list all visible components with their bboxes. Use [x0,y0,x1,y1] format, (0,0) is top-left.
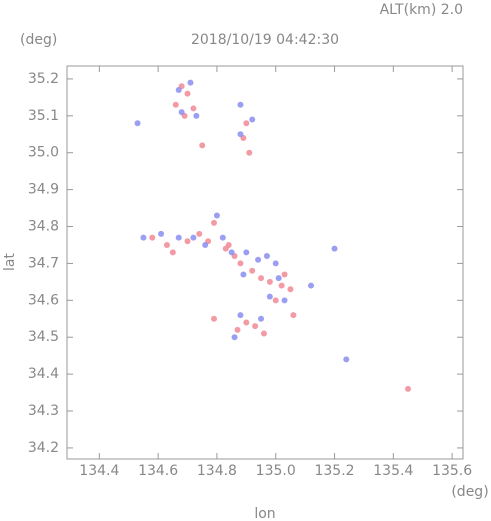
radar-point [246,149,253,156]
radar-point [178,109,185,116]
radar-point [237,131,244,138]
radar-point [158,230,165,237]
radar-point [184,90,191,97]
radar-point [331,245,338,252]
x-tick-label: 135.2 [314,463,354,479]
radar-point [405,385,412,392]
x-tick-label: 135.4 [373,463,413,479]
x-axis-label: lon [254,506,275,521]
radar-point [281,297,288,304]
radar-point [190,234,197,241]
x-tick-label: 135.0 [256,463,296,479]
radar-point [140,234,147,241]
radar-point [190,105,197,112]
radar-point [219,234,226,241]
radar-point [260,330,267,337]
radar-point [175,234,182,241]
radar-point [263,253,270,260]
radar-point [184,238,191,245]
y-tick-label: 34.3 [28,403,59,419]
radar-point [134,120,141,127]
plot-frame [66,65,464,460]
radar-point [213,212,220,219]
radar-point [272,297,279,304]
y-axis-label: lat [2,253,18,271]
radar-point [281,271,288,278]
radar-point [278,282,285,289]
radar-point [231,334,238,341]
radar-point [175,86,182,93]
radar-point [199,142,206,149]
radar-point [234,326,241,333]
y-tick-label: 34.2 [28,440,59,456]
radar-point [249,116,256,123]
y-tick-label: 34.8 [28,219,59,235]
radar-point [172,101,179,108]
radar-point [163,241,170,248]
x-tick-label: 134.6 [138,463,178,479]
radar-point [243,249,250,256]
y-tick-label: 34.5 [28,329,59,345]
x-tick-label: 135.6 [432,463,472,479]
radar-point [287,286,294,293]
radar-point [266,278,273,285]
radar-point [193,112,200,119]
y-tick-label: 34.7 [28,255,59,271]
radar-point [187,79,194,86]
y-tick-label: 35.1 [28,108,59,124]
radar-point [252,323,259,330]
y-tick-label: 34.6 [28,292,59,308]
radar-point [290,312,297,319]
radar-point [258,315,265,322]
radar-point [237,260,244,267]
y-tick-label: 34.9 [28,182,59,198]
radar-point [228,249,235,256]
y-tick-label: 35.2 [28,71,59,87]
radar-point [210,315,217,322]
altitude-label: ALT(km) 2.0 [380,2,463,18]
radar-point [237,312,244,319]
radar-point [266,293,273,300]
x-tick-label: 134.4 [79,463,119,479]
radar-point [308,282,315,289]
radar-point [202,241,209,248]
radar-point [225,241,232,248]
radar-point [275,275,282,282]
x-unit: (deg) [451,484,488,500]
radar-point [240,271,247,278]
radar-point [272,260,279,267]
radar-point [196,230,203,237]
radar-point [210,219,217,226]
radar-point [243,120,250,127]
chart-title: 2018/10/19 04:42:30 [191,32,339,48]
radar-point [149,234,156,241]
radar-point [249,267,256,274]
radar-point [258,275,265,282]
radar-point [255,256,262,263]
radar-point [343,356,350,363]
y-unit: (deg) [20,32,57,48]
y-tick-label: 35.0 [28,145,59,161]
x-tick-label: 134.8 [197,463,237,479]
y-tick-label: 34.4 [28,366,59,382]
radar-point [169,249,176,256]
radar-point [237,101,244,108]
radar-point [243,319,250,326]
